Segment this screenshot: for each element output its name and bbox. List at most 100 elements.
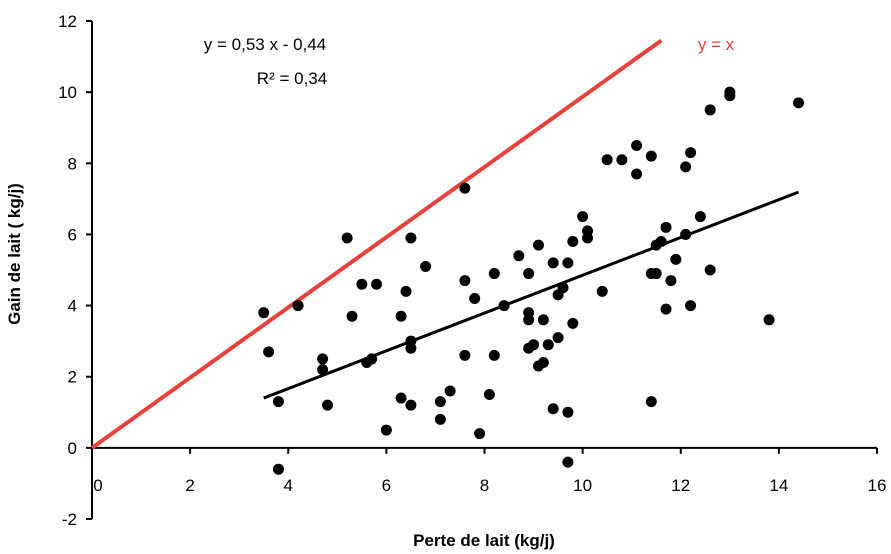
reference-line-label: y = x	[698, 35, 735, 54]
data-point	[685, 300, 697, 312]
data-point	[405, 342, 417, 354]
data-point	[685, 147, 697, 159]
regression-line	[263, 190, 800, 400]
data-point	[631, 140, 643, 151]
x-tick-label: 12	[671, 476, 690, 495]
y-tick-label: 6	[68, 225, 77, 244]
data-point	[552, 332, 564, 344]
y-axis-title: Gain de lait ( kg/j)	[5, 183, 24, 325]
data-point	[567, 236, 579, 248]
data-point	[395, 310, 407, 322]
data-point	[660, 221, 672, 233]
data-point	[562, 456, 574, 468]
data-point	[258, 307, 270, 319]
data-point	[322, 399, 333, 411]
y-tick-label: 8	[68, 154, 77, 173]
data-point	[567, 317, 579, 329]
data-point	[680, 161, 692, 173]
data-point	[680, 228, 692, 240]
data-point	[704, 104, 716, 116]
data-point	[763, 314, 775, 326]
data-point	[523, 268, 535, 280]
data-point	[459, 275, 471, 287]
data-point	[704, 264, 716, 276]
y-tick-label: -2	[62, 510, 77, 529]
data-point	[665, 275, 677, 287]
x-tick-label: 10	[573, 476, 592, 495]
data-point	[469, 292, 481, 304]
data-point	[547, 257, 559, 269]
trend-line-group	[263, 190, 800, 400]
reference-line-group	[90, 38, 663, 450]
x-axis-title: Perte de lait (kg/j)	[413, 531, 555, 550]
regression-equation: y = 0,53 x - 0,44	[204, 35, 326, 54]
data-point	[537, 314, 549, 326]
data-point	[616, 154, 628, 166]
data-point	[528, 339, 540, 351]
data-point	[488, 268, 500, 280]
data-point	[650, 268, 662, 280]
data-point	[582, 232, 594, 244]
x-tick-label: 14	[769, 476, 788, 495]
x-tick-label: 6	[382, 476, 391, 495]
y-tick-label: 4	[68, 297, 77, 316]
data-point	[459, 349, 471, 361]
data-point	[272, 396, 284, 408]
data-point	[434, 396, 446, 408]
data-point	[547, 403, 559, 415]
data-point	[317, 353, 329, 365]
x-tick-label: 8	[480, 476, 489, 495]
data-point	[670, 253, 682, 265]
y-tick-label: 0	[68, 439, 77, 458]
data-point	[631, 168, 643, 180]
data-point	[532, 239, 544, 251]
data-point	[523, 314, 535, 326]
data-point	[577, 211, 589, 223]
data-point	[537, 356, 549, 368]
identity-line	[90, 38, 663, 450]
data-point	[513, 250, 525, 262]
data-point	[660, 303, 672, 315]
data-point	[405, 232, 417, 244]
data-points	[258, 86, 804, 475]
data-point	[356, 278, 368, 290]
data-point	[366, 353, 378, 365]
data-point	[400, 285, 412, 297]
data-point	[483, 389, 495, 400]
y-tick-label: 10	[58, 83, 77, 102]
data-point	[694, 211, 706, 223]
data-point	[371, 278, 383, 290]
data-point	[395, 392, 407, 404]
data-point	[724, 90, 736, 102]
data-point	[488, 349, 500, 361]
data-point	[405, 399, 417, 411]
data-point	[474, 428, 486, 440]
data-point	[263, 346, 275, 358]
axes: -2 0 2 4 6 8 10 12 0 2 4 6 8 10 12 14 16	[58, 12, 886, 529]
data-point	[498, 300, 510, 312]
data-point	[459, 182, 471, 194]
x-tick-label: 0	[93, 476, 102, 495]
x-tick-label: 16	[868, 476, 887, 495]
r-squared-label: R² = 0,34	[257, 69, 327, 88]
data-point	[557, 282, 569, 294]
data-point	[596, 285, 608, 297]
y-tick-label: 2	[68, 368, 77, 387]
data-point	[562, 406, 574, 418]
data-point	[346, 310, 358, 322]
data-point	[793, 97, 804, 109]
data-point	[292, 300, 304, 312]
x-tick-label: 2	[185, 476, 194, 495]
y-tick-label: 12	[58, 12, 77, 31]
data-point	[272, 463, 284, 475]
data-point	[601, 154, 613, 166]
data-point	[380, 424, 392, 436]
data-point	[562, 257, 574, 269]
x-tick-label: 4	[284, 476, 293, 495]
data-point	[655, 236, 667, 248]
data-point	[645, 396, 657, 408]
data-point	[317, 364, 329, 376]
data-point	[420, 260, 432, 272]
data-point	[341, 232, 353, 244]
